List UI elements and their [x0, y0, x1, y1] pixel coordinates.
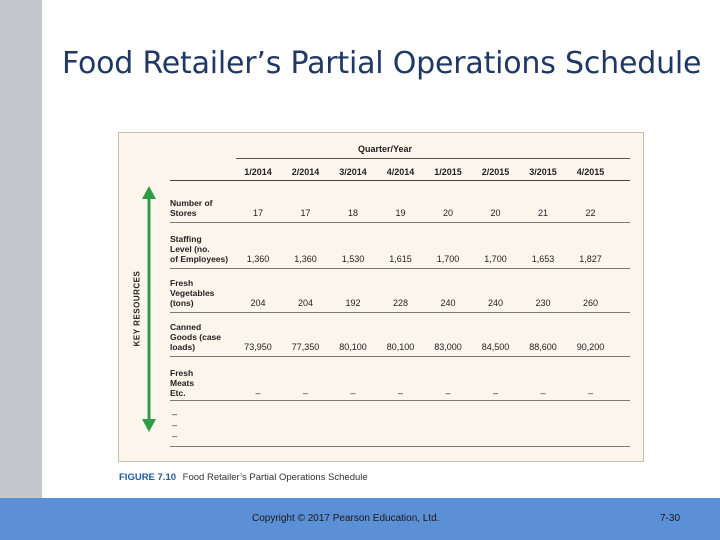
row-label-line: (tons) — [170, 298, 194, 308]
row-rule — [170, 312, 630, 313]
table-cell: 240 — [440, 298, 456, 308]
table-cell: 204 — [297, 298, 314, 308]
column-header: 1/2015 — [434, 167, 462, 177]
continuation-dash: – — [172, 431, 178, 441]
table-cell: 204 — [250, 298, 266, 308]
table-cell: 1,360 — [246, 254, 270, 264]
table-cell: 1,700 — [436, 254, 460, 264]
table-cell: 84,500 — [481, 342, 510, 352]
table-cell: – — [540, 388, 546, 398]
left-accent-bar — [0, 0, 42, 498]
figure-caption: FIGURE 7.10 Food Retailer’s Partial Oper… — [119, 472, 368, 483]
column-header: 3/2015 — [529, 167, 557, 177]
row-rule — [170, 400, 630, 401]
table-cell: 1,827 — [579, 254, 602, 264]
table-cell: – — [255, 388, 261, 398]
row-rule — [170, 222, 630, 223]
column-header: 2/2015 — [481, 167, 510, 177]
table-cell: 20 — [442, 208, 453, 218]
column-header: 3/2014 — [339, 167, 367, 177]
row-label-line: Vegetables — [170, 288, 215, 298]
row-rule — [170, 268, 630, 269]
column-header: 1/2014 — [244, 167, 272, 177]
figure-number: FIGURE 7.10 — [119, 472, 177, 483]
row-label-line: Fresh — [170, 368, 194, 378]
table-cell: 192 — [345, 298, 361, 308]
column-head-rule — [170, 180, 630, 181]
row-label-line: Staffing — [170, 234, 202, 244]
operations-schedule-figure — [118, 132, 644, 462]
copyright-text: Copyright © 2017 Pearson Education, Ltd. — [252, 513, 440, 524]
table-cell: 83,000 — [434, 342, 462, 352]
table-cell: – — [350, 388, 356, 398]
table-cell: 1,530 — [341, 254, 365, 264]
table-cell: 17 — [300, 208, 311, 218]
table-cell: – — [302, 388, 308, 398]
table-cell: 90,200 — [576, 342, 605, 352]
table-cell: – — [445, 388, 451, 398]
table-cell: 228 — [392, 298, 409, 308]
footer-bar: Copyright © 2017 Pearson Education, Ltd.… — [0, 498, 720, 540]
table-cell: – — [397, 388, 403, 398]
row-label: Staffing Level (no. of Employees) — [170, 234, 244, 264]
continuation-dash: – — [172, 409, 178, 419]
slide-title: Food Retailer’s Partial Operations Sched… — [62, 46, 702, 81]
row-label-line: Stores — [170, 208, 197, 218]
continuation-dash: – — [172, 420, 178, 430]
table-cell: 230 — [535, 298, 551, 308]
table-cell: 73,950 — [244, 342, 272, 352]
table-cell: 17 — [252, 208, 263, 218]
table-cell: 21 — [537, 208, 548, 218]
row-label: Fresh Vegetables (tons) — [170, 278, 244, 308]
row-label-line: Etc. — [170, 388, 186, 398]
row-rule — [170, 356, 630, 357]
table-cell: 1,653 — [531, 254, 555, 264]
bottom-rule — [170, 446, 630, 447]
table-cell: 20 — [490, 208, 501, 218]
column-header: 4/2015 — [576, 167, 605, 177]
row-label-line: Meats — [170, 378, 195, 388]
table-cell: 77,350 — [291, 342, 320, 352]
row-label-line: of Employees) — [170, 254, 229, 264]
column-header: 2/2014 — [291, 167, 320, 177]
quarter-year-header: Quarter/Year — [357, 144, 413, 154]
table-cell: – — [587, 388, 593, 398]
table-cell: 19 — [395, 208, 406, 218]
table-cell: 240 — [487, 298, 504, 308]
table-cell: 260 — [582, 298, 599, 308]
table-cell: – — [492, 388, 498, 398]
row-label: Canned Goods (case loads) — [170, 322, 244, 352]
row-label: Number of Stores — [170, 198, 244, 218]
table-cell: 80,100 — [386, 342, 415, 352]
row-label: Fresh Meats Etc. — [170, 368, 244, 398]
row-label-line: Canned — [170, 322, 202, 332]
table-cell: 1,360 — [294, 254, 317, 264]
table-cell: 88,600 — [529, 342, 557, 352]
row-label-line: Fresh — [170, 278, 194, 288]
row-label-line: Number of — [170, 198, 213, 208]
double-arrow-icon — [142, 186, 156, 432]
row-label-line: Level (no. — [170, 244, 210, 254]
table-cell: 22 — [585, 208, 596, 218]
header-rule — [236, 158, 630, 159]
table-cell: 18 — [347, 208, 358, 218]
table-cell: 1,615 — [389, 254, 412, 264]
column-header: 4/2014 — [386, 167, 415, 177]
figure-caption-text: Food Retailer’s Partial Operations Sched… — [182, 472, 368, 483]
table-cell: 80,100 — [339, 342, 367, 352]
page-number: 7-30 — [660, 513, 681, 524]
row-label-line: Goods (case — [170, 332, 222, 342]
row-label-line: loads) — [170, 342, 196, 352]
table-cell: 1,700 — [484, 254, 507, 264]
